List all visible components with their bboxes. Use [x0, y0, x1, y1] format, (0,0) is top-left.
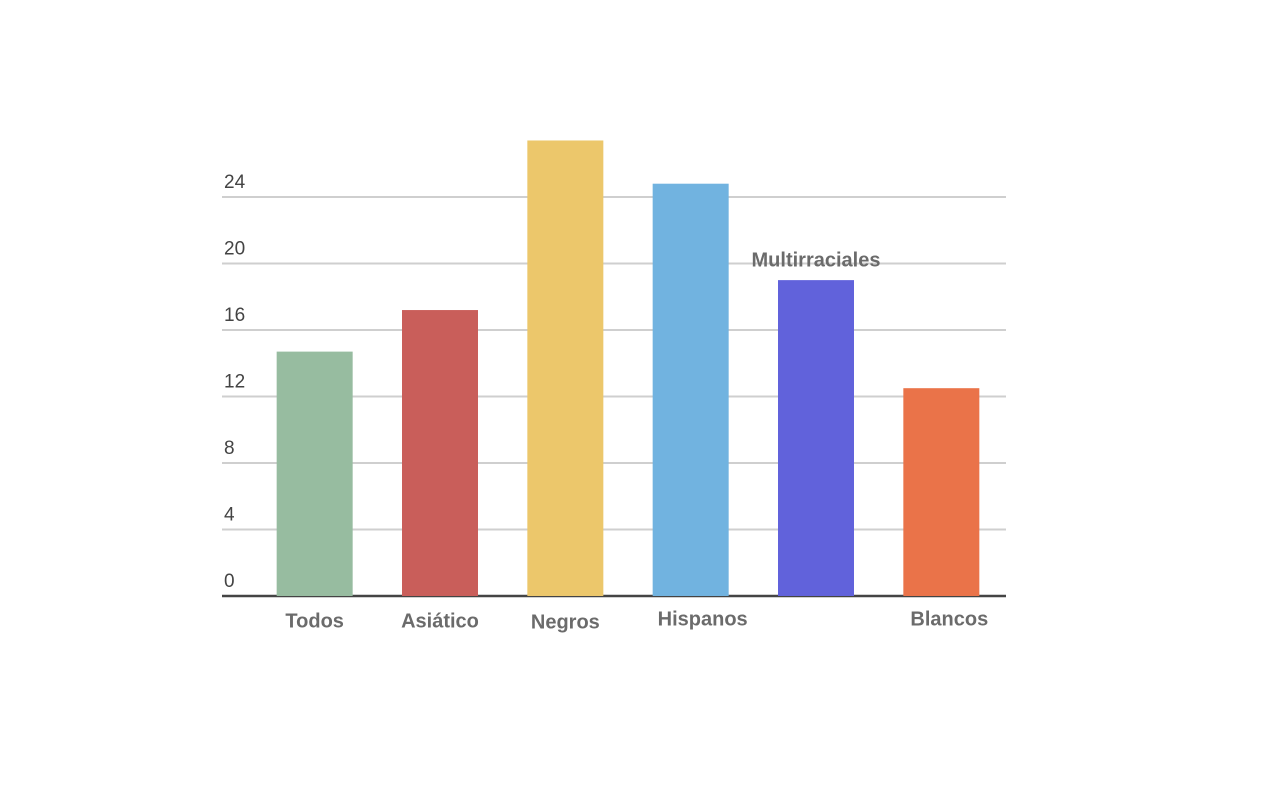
bar: [276, 351, 353, 596]
x-tick-label: Todos: [285, 610, 344, 632]
y-tick-label: 0: [224, 571, 235, 592]
bar: [652, 183, 729, 596]
x-tick-label: Multirraciales: [752, 249, 881, 271]
y-tick-label: 12: [224, 372, 245, 393]
y-tick-label: 16: [224, 305, 245, 326]
bar: [402, 310, 478, 596]
x-tick-label: Hispanos: [658, 608, 748, 630]
bar: [903, 388, 980, 596]
bar: [778, 280, 854, 596]
x-tick-label: Blancos: [910, 608, 988, 630]
x-tick-label: Asiático: [401, 610, 479, 632]
y-tick-label: 20: [224, 239, 245, 260]
bar: [527, 140, 604, 596]
y-tick-label: 8: [224, 438, 235, 459]
y-tick-label: 4: [224, 505, 235, 526]
x-tick-label: Negros: [531, 611, 600, 633]
y-tick-label: 24: [224, 172, 246, 193]
